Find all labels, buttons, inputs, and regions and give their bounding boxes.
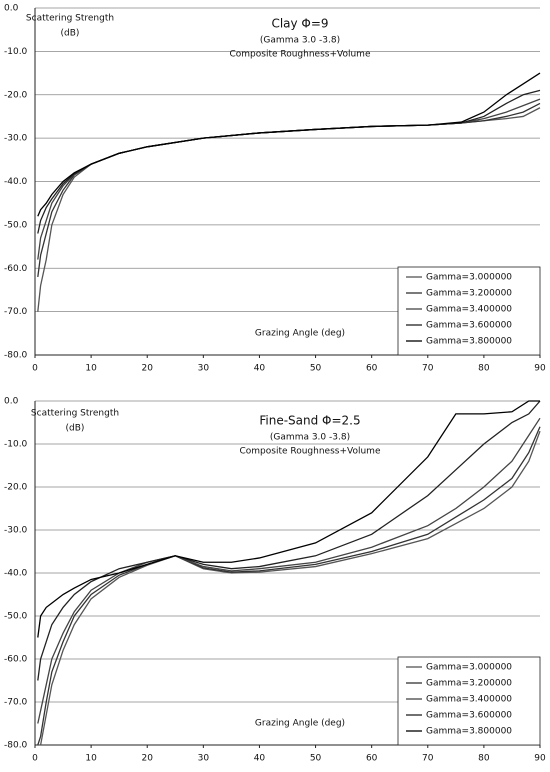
- chart-subtitle: (Gamma 3.0 -3.8): [260, 36, 340, 46]
- x-tick-label: 60: [366, 364, 378, 374]
- x-axis-label: Grazing Angle (deg): [255, 719, 345, 729]
- y-tick-label: -20.0: [4, 483, 28, 493]
- chart-subtitle: (Gamma 3.0 -3.8): [270, 433, 350, 443]
- y-tick-label: -20.0: [4, 90, 28, 100]
- legend-box: [397, 656, 541, 746]
- x-tick-label: 10: [85, 364, 97, 374]
- legend-label: Gamma=3.200000: [426, 289, 512, 299]
- y-tick-label: -70.0: [4, 698, 28, 708]
- chart-title: Clay Φ=9: [271, 17, 328, 31]
- y-tick-label: -10.0: [4, 440, 28, 450]
- y-tick-label: -10.0: [4, 47, 28, 57]
- legend-label: Gamma=3.200000: [426, 679, 512, 689]
- legend-label: Gamma=3.800000: [426, 727, 512, 737]
- y-axis-label: (dB): [61, 29, 80, 39]
- y-tick-label: -40.0: [4, 569, 28, 579]
- y-axis-label: Scattering Strength: [26, 14, 114, 24]
- series-line: [37, 426, 541, 746]
- y-tick-label: -50.0: [4, 220, 28, 230]
- legend-box: [397, 266, 541, 356]
- x-axis-label: Grazing Angle (deg): [255, 329, 345, 339]
- legend-label: Gamma=3.000000: [426, 663, 512, 673]
- legend-label: Gamma=3.400000: [426, 695, 512, 705]
- chart-title: Fine-Sand Φ=2.5: [259, 414, 360, 428]
- y-tick-label: 0.0: [4, 4, 19, 14]
- series-line: [37, 417, 541, 724]
- y-tick-label: -30.0: [4, 526, 28, 536]
- x-tick-label: 50: [310, 364, 322, 374]
- chart-note: Composite Roughness+Volume: [239, 447, 380, 457]
- chart-note: Composite Roughness+Volume: [229, 50, 370, 60]
- x-tick-label: 90: [534, 754, 546, 764]
- y-tick-label: -60.0: [4, 655, 28, 665]
- legend-label: Gamma=3.000000: [426, 273, 512, 283]
- series-line: [37, 430, 541, 746]
- series-line: [37, 400, 541, 681]
- y-tick-label: -80.0: [4, 741, 28, 751]
- x-tick-label: 0: [32, 754, 38, 764]
- y-tick-label: 0.0: [4, 397, 19, 407]
- y-tick-label: -40.0: [4, 177, 28, 187]
- x-tick-label: 70: [422, 754, 434, 764]
- x-tick-label: 30: [198, 754, 210, 764]
- x-tick-label: 30: [198, 364, 210, 374]
- legend-label: Gamma=3.600000: [426, 321, 512, 331]
- x-tick-label: 60: [366, 754, 378, 764]
- y-tick-label: -80.0: [4, 351, 28, 361]
- series-line: [37, 102, 541, 278]
- y-tick-label: -60.0: [4, 264, 28, 274]
- x-tick-label: 20: [141, 364, 153, 374]
- y-axis-label: Scattering Strength: [31, 409, 119, 419]
- x-tick-label: 80: [478, 364, 490, 374]
- x-tick-label: 40: [254, 754, 266, 764]
- y-axis-label: (dB): [66, 424, 85, 434]
- series-line: [37, 72, 541, 217]
- y-tick-label: -70.0: [4, 307, 28, 317]
- x-tick-label: 90: [534, 364, 546, 374]
- legend-label: Gamma=3.400000: [426, 305, 512, 315]
- x-tick-label: 40: [254, 364, 266, 374]
- x-tick-label: 70: [422, 364, 434, 374]
- x-tick-label: 50: [310, 754, 322, 764]
- legend-label: Gamma=3.600000: [426, 711, 512, 721]
- legend-label: Gamma=3.800000: [426, 337, 512, 347]
- x-tick-label: 20: [141, 754, 153, 764]
- x-tick-label: 10: [85, 754, 97, 764]
- x-tick-label: 0: [32, 364, 38, 374]
- series-line: [37, 89, 541, 234]
- y-tick-label: -30.0: [4, 134, 28, 144]
- x-tick-label: 80: [478, 754, 490, 764]
- series-line: [37, 400, 540, 638]
- y-tick-label: -50.0: [4, 612, 28, 622]
